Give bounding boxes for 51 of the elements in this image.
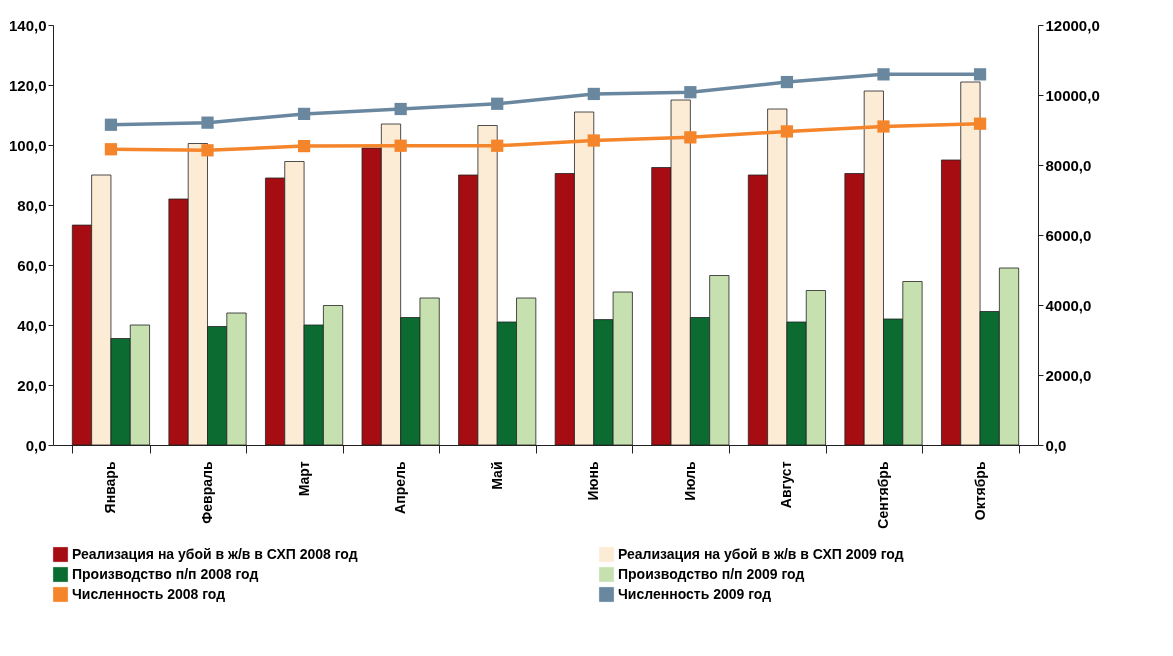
y2-tick-label: 12000,0 <box>1045 16 1100 34</box>
x-tick-label: Июль <box>681 461 698 501</box>
y-tick-label: 120,0 <box>8 76 47 94</box>
point <box>491 139 504 152</box>
y2-tick-label: 10000,0 <box>1045 86 1100 104</box>
y-tick-label: 80,0 <box>17 196 47 214</box>
y2-tick-label: 8000,0 <box>1045 156 1092 174</box>
y-tick-label: 20,0 <box>17 376 47 394</box>
point <box>201 116 214 129</box>
legend-label: Производство п/п 2008 год <box>72 565 259 582</box>
legend-label: Производство п/п 2009 год <box>618 565 805 582</box>
point <box>973 68 987 81</box>
point <box>780 75 794 89</box>
x-tick-label: Август <box>778 461 795 509</box>
point <box>297 107 311 121</box>
x-tick-label: Март <box>295 461 312 497</box>
y-tick-label: 140,0 <box>8 16 47 34</box>
point <box>877 68 890 81</box>
point <box>104 118 118 131</box>
y2-tick-label: 4000,0 <box>1045 296 1092 314</box>
legend-label: Численность 2009 год <box>618 585 772 602</box>
x-tick-label: Октябрь <box>971 461 988 521</box>
point <box>780 125 794 138</box>
x-tick-label: Май <box>488 461 505 490</box>
y-tick-label: 100,0 <box>8 136 47 154</box>
point <box>684 86 697 99</box>
point <box>394 102 407 116</box>
point <box>297 139 311 153</box>
point <box>587 87 600 101</box>
legend-label: Численность 2008 год <box>72 585 226 602</box>
y-tick-label: 60,0 <box>17 256 47 274</box>
point <box>877 120 890 133</box>
point <box>973 117 987 130</box>
point <box>587 134 600 147</box>
x-tick-label: Январь <box>102 461 119 514</box>
point <box>201 144 214 157</box>
x-tick-label: Апрель <box>392 461 409 514</box>
y2-tick-label: 6000,0 <box>1045 226 1092 244</box>
y-tick-label: 0,0 <box>25 436 47 454</box>
point <box>491 97 504 110</box>
x-tick-label: Сентябрь <box>874 461 891 529</box>
x-tick-label: Июнь <box>585 461 602 501</box>
y2-tick-label: 2000,0 <box>1045 366 1092 384</box>
y-tick-label: 40,0 <box>17 316 47 334</box>
legend-label: Реализация на убой в ж/в в СХП 2008 год <box>72 545 358 562</box>
point <box>684 131 697 144</box>
y2-tick-label: 0,0 <box>1045 436 1067 454</box>
x-tick-label: Февраль <box>199 461 216 524</box>
point <box>104 143 118 156</box>
legend-label: Реализация на убой в ж/в в СХП 2009 год <box>618 545 904 562</box>
point <box>394 139 407 152</box>
